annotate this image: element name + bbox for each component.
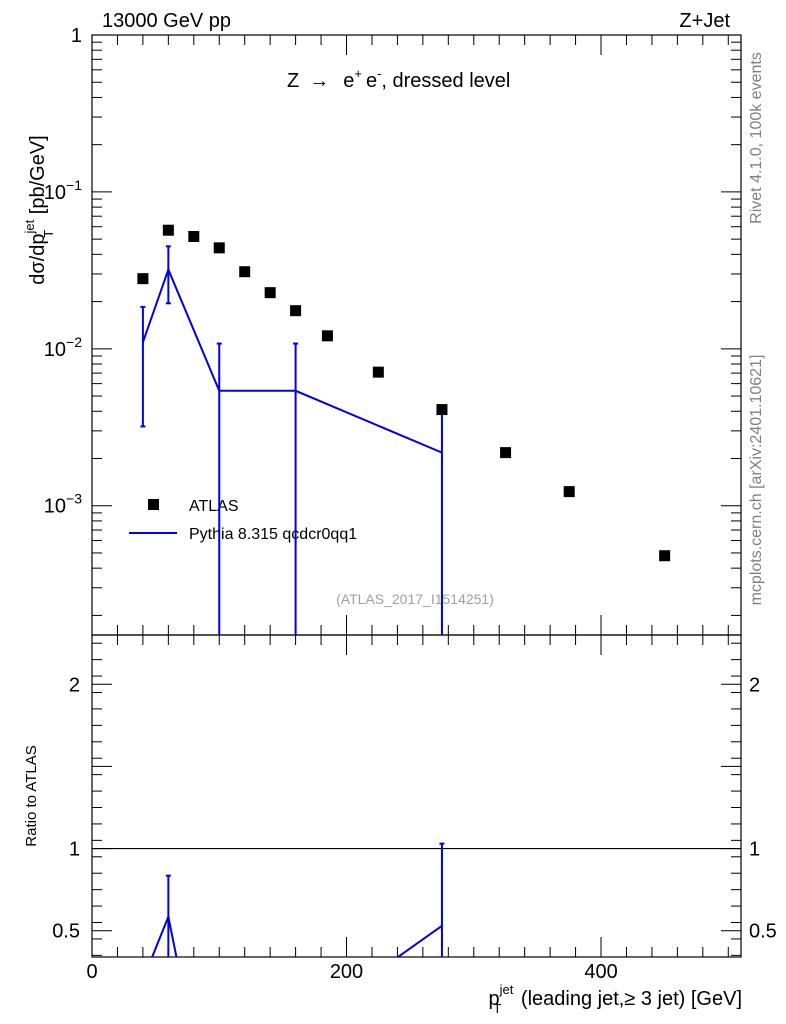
atlas-data-point (213, 242, 225, 254)
ratio-y-tick-label-right: 2 (749, 674, 760, 696)
main-plot-title: Z → e+ e-, dressed level (287, 66, 510, 92)
x-axis-label: pjet T (leading jet,≥ 3 jet) [GeV] (489, 982, 742, 1016)
ratio-series-line-1 (151, 913, 178, 957)
legend-atlas-marker (148, 499, 159, 510)
atlas-data-point (321, 330, 333, 342)
main-plot-frame (91, 34, 742, 636)
ratio-y-axis-label: Ratio to ATLAS (23, 745, 40, 846)
y-label-unit: [pb/GeV] (27, 135, 49, 220)
rivet-version-label: Rivet 4.1.0, 100k events (748, 52, 765, 224)
ratio-plot-frame (91, 634, 742, 958)
atlas-data-point (264, 287, 276, 299)
atlas-data-point (188, 230, 200, 242)
header-process-label: Z+Jet (679, 10, 730, 32)
y-tick-label: 10−1 (44, 177, 82, 204)
title-electron-1: e (343, 70, 354, 92)
y-label-main: dσ/dp (27, 233, 49, 284)
mc-series-line (141, 266, 443, 454)
y-label-sub: T (41, 230, 56, 238)
main-y-axis-label: dσ/dpjet T [pb/GeV] (22, 135, 56, 284)
atlas-data-point (290, 305, 302, 317)
ratio-series-line-2 (396, 924, 443, 957)
analysis-watermark: (ATLAS_2017_I1514251) (336, 591, 494, 607)
x-label-p: p (489, 988, 500, 1010)
ratio-y-tick-label-left: 2 (69, 674, 80, 696)
title-rest: , dressed level (381, 70, 510, 92)
x-tick-label: 0 (86, 961, 97, 983)
ratio-y-tick-label-left: 0.5 (52, 921, 80, 943)
x-tick-label: 400 (584, 961, 617, 983)
y-tick-label: 10−2 (44, 334, 82, 361)
atlas-data-point (372, 366, 384, 378)
y-tick-exponent: −1 (66, 177, 82, 193)
title-arrow: → (309, 70, 329, 92)
atlas-data-point (500, 447, 512, 459)
atlas-data-point (162, 224, 174, 236)
main-axis-ticks: 110−110−210−3 (44, 25, 741, 635)
main-plot-marks (137, 224, 671, 635)
title-plus: + (354, 66, 362, 81)
y-tick-exponent: −2 (66, 334, 82, 350)
x-tick-label: 200 (330, 961, 363, 983)
title-electron-2: e (366, 70, 377, 92)
legend: ATLAS Pythia 8.315 qcdcr0qq1 (129, 498, 357, 543)
legend-atlas-label: ATLAS (189, 498, 239, 515)
mcplots-citation-label: mcplots.cern.ch [arXiv:2401.10621] (748, 355, 765, 606)
y-tick-exponent: −3 (66, 491, 82, 507)
y-tick-mantissa: 10 (44, 496, 66, 518)
x-label-sup: jet (499, 982, 514, 997)
ratio-axis-ticks: 2 2 1 1 0.5 0.5 0 200 400 (52, 635, 777, 983)
atlas-data-point (239, 266, 251, 278)
x-label-sub: T (493, 1001, 501, 1016)
ratio-y-tick-label-left: 1 (69, 839, 80, 861)
atlas-data-point (563, 486, 575, 498)
atlas-data-point (137, 273, 149, 285)
ratio-y-tick-label-right: 1 (749, 839, 760, 861)
y-tick-label: 10−3 (44, 491, 82, 518)
ratio-plot-marks (92, 842, 741, 957)
title-minus: - (377, 66, 381, 81)
header-energy-label: 13000 GeV pp (102, 10, 231, 32)
x-label-rest: (leading jet,≥ 3 jet) [GeV] (515, 988, 742, 1010)
atlas-data-point (659, 550, 671, 562)
y-tick-mantissa: 10 (44, 182, 66, 204)
atlas-data-point (436, 404, 448, 416)
y-tick-label: 1 (71, 25, 82, 47)
y-tick-mantissa: 10 (44, 339, 66, 361)
legend-pythia-label: Pythia 8.315 qcdcr0qq1 (189, 526, 357, 543)
ratio-y-tick-label-right: 0.5 (749, 921, 777, 943)
title-z: Z (287, 70, 299, 92)
y-label-sup: jet (22, 219, 37, 234)
